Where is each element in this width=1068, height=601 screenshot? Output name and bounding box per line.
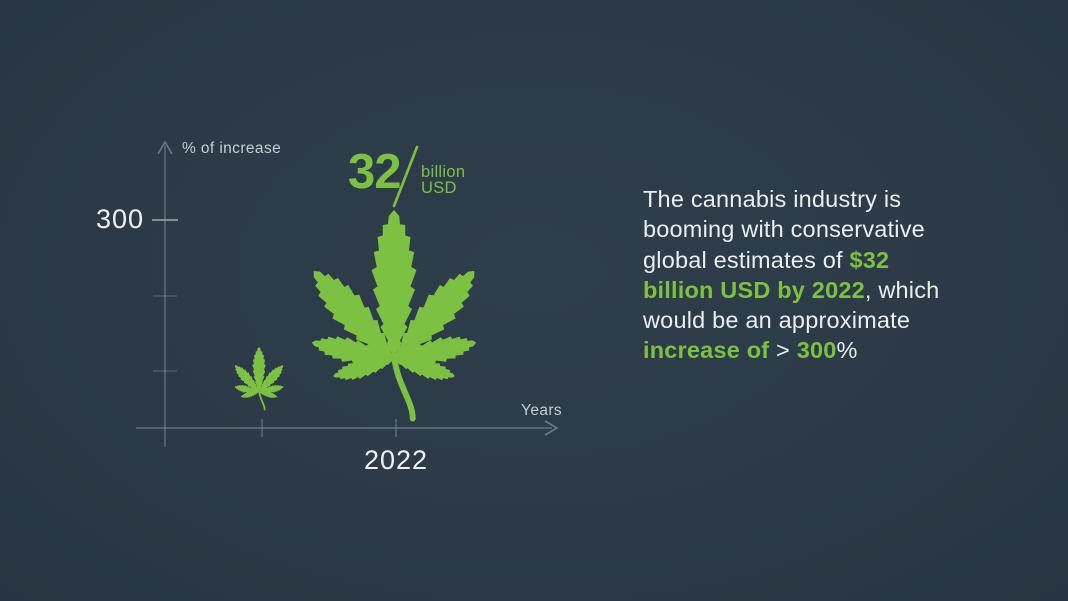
text-segment: would be an approximate [643, 307, 911, 334]
text-segment-highlight: billion USD by 2022 [643, 276, 865, 303]
right-arrow-icon [544, 420, 559, 436]
slash-icon [392, 145, 419, 208]
paragraph-line: billion USD by 2022, which [643, 275, 1003, 305]
y-axis-label: % of increase [182, 140, 282, 157]
text-segment: , which [864, 276, 940, 303]
text-segment: global estimates of [643, 246, 850, 273]
text-segment: The cannabis industry is [643, 186, 902, 212]
small-cannabis-leaf-icon [231, 347, 287, 410]
text-segment: > [769, 337, 797, 364]
paragraph-line: increase of > 300% [643, 335, 1003, 365]
paragraph-line: The cannabis industry is [643, 184, 1003, 214]
text-segment-highlight: 300 [796, 337, 837, 364]
paragraph-line: global estimates of $32 [643, 245, 1003, 275]
y-tick-label-300: 300 [96, 204, 145, 234]
callout-unit-usd: USD [421, 179, 457, 197]
text-segment-highlight: $32 [849, 246, 890, 273]
x-axis-label: Years [521, 402, 563, 419]
callout-unit-billion: billion [421, 163, 466, 181]
text-segment: booming with conservative [643, 216, 925, 243]
text-segment-highlight: increase of [643, 337, 770, 364]
x-tick-label-2022: 2022 [363, 445, 429, 475]
text-segment: % [836, 337, 858, 364]
up-arrow-icon [157, 140, 173, 155]
paragraph-line: booming with conservative [643, 214, 1003, 244]
description-paragraph: The cannabis industry is booming with co… [643, 184, 1003, 366]
large-cannabis-leaf-icon [300, 210, 487, 419]
paragraph-line: would be an approximate [643, 305, 1003, 335]
callout-value: 32 [348, 145, 402, 199]
